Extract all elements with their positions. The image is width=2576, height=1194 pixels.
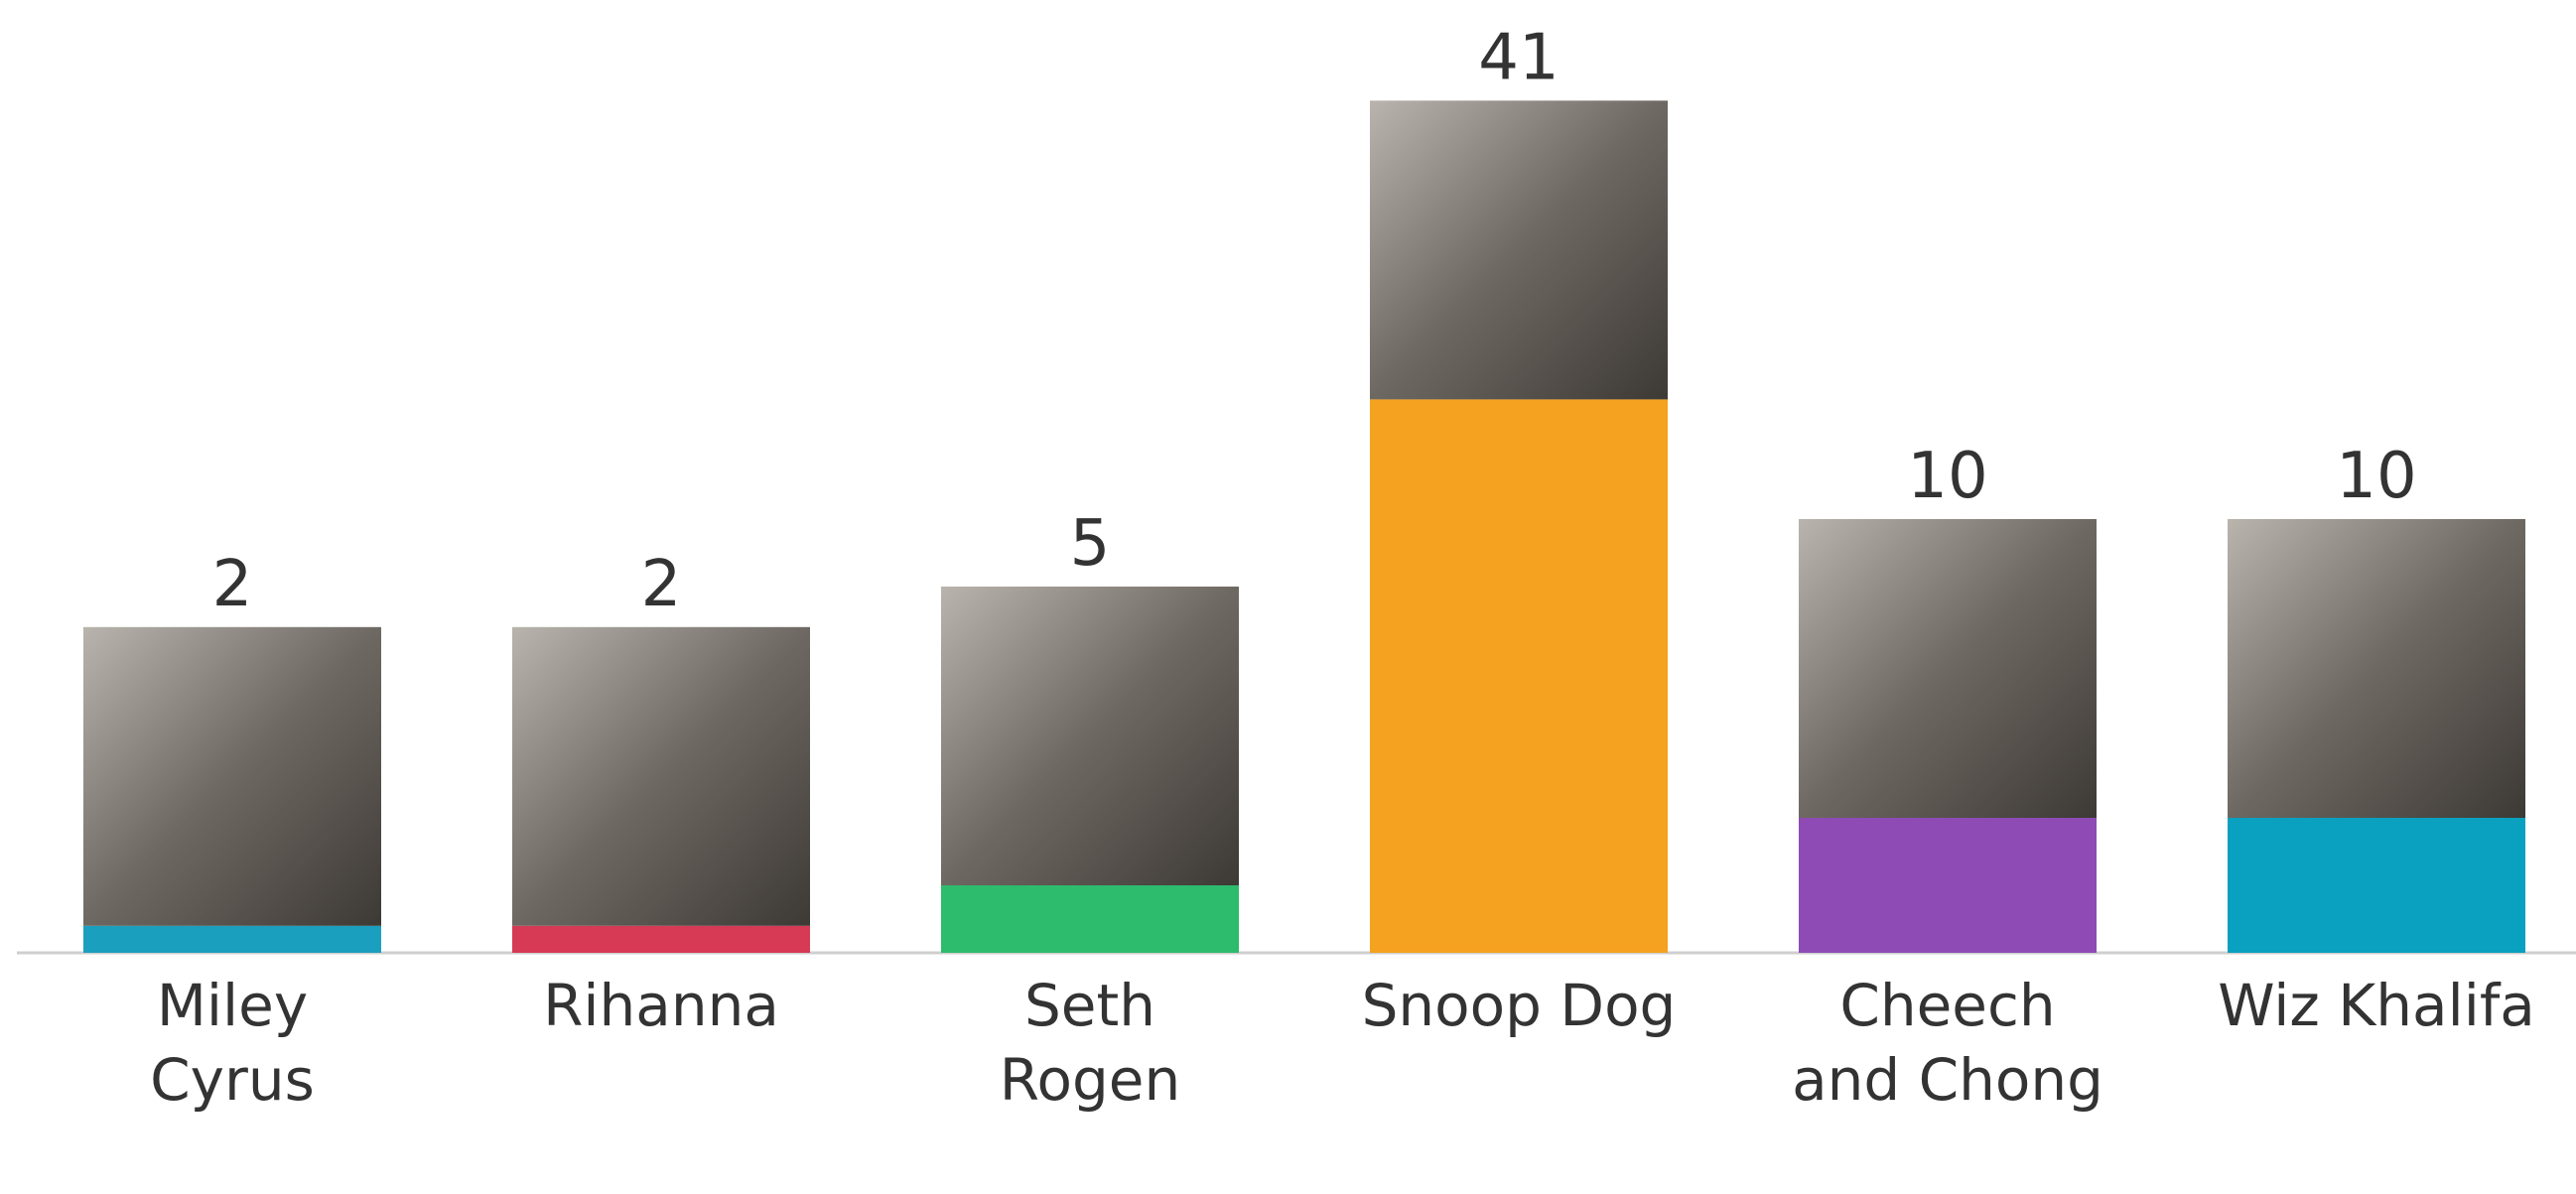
- photo: [83, 626, 381, 926]
- photo: [1799, 519, 2097, 818]
- photo: [512, 626, 810, 926]
- value-label: 10: [2336, 440, 2416, 513]
- value-label: 41: [1478, 21, 1559, 94]
- category-label: Miley Cyrus: [150, 972, 315, 1114]
- bar: [512, 925, 810, 953]
- bar: [83, 925, 381, 953]
- bar: [941, 885, 1239, 953]
- bar: [2228, 818, 2525, 953]
- category-label: Wiz Khalifa: [2218, 972, 2535, 1039]
- photo: [1370, 100, 1668, 400]
- value-label: 10: [1907, 440, 1987, 513]
- category-label: Rihanna: [543, 972, 779, 1039]
- value-label: 5: [1070, 507, 1111, 581]
- bar: [1370, 399, 1668, 953]
- bar: [1799, 818, 2097, 953]
- category-label: Snoop Dog: [1361, 972, 1677, 1039]
- category-label: Cheech and Chong: [1792, 972, 2103, 1114]
- value-label: 2: [641, 548, 682, 621]
- value-label: 2: [212, 548, 253, 621]
- photo: [941, 587, 1239, 885]
- photo: [2228, 519, 2525, 818]
- category-label: Seth Rogen: [999, 972, 1181, 1114]
